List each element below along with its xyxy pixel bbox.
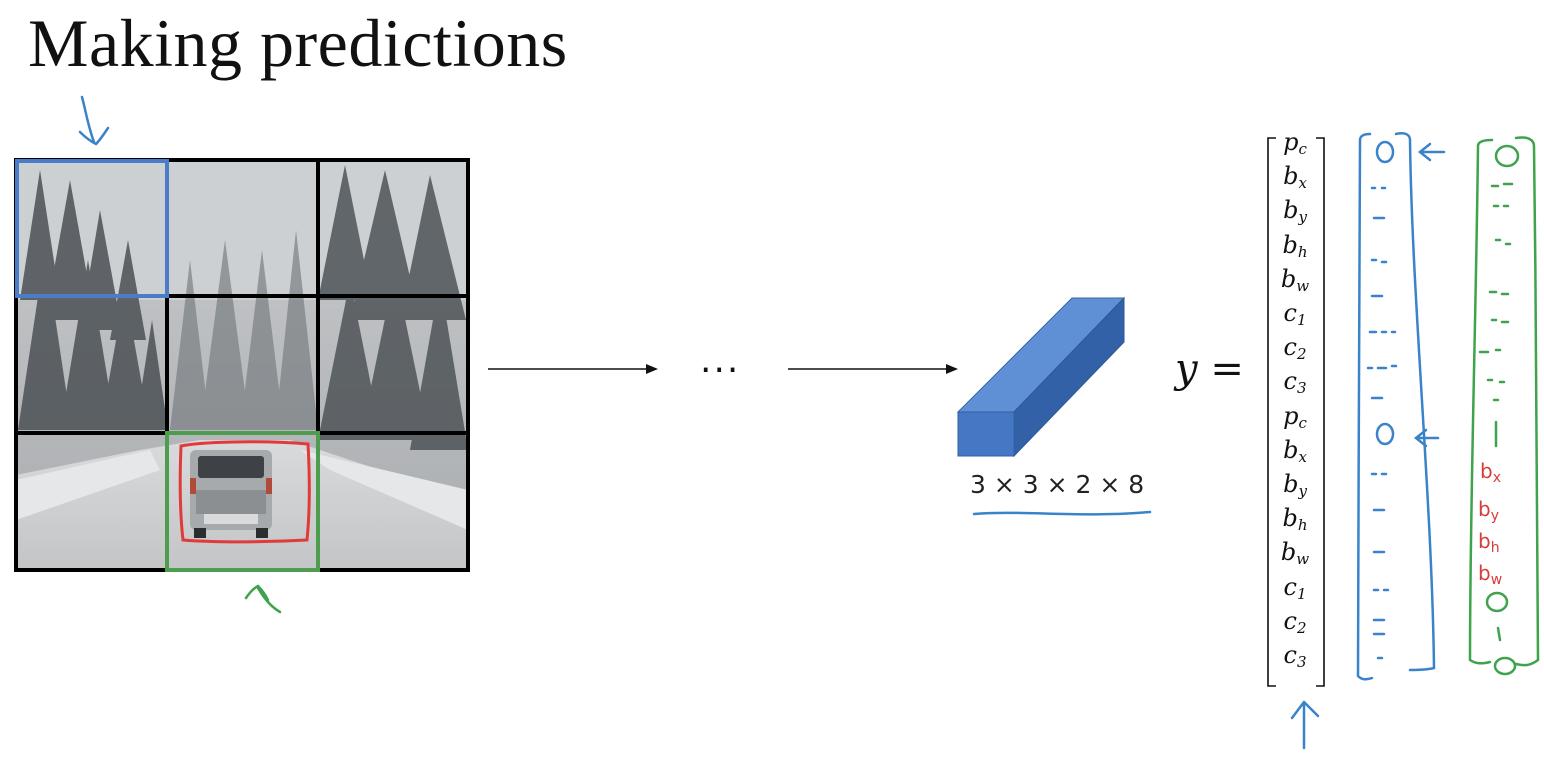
vector-lhs-text: y = (1175, 346, 1244, 392)
vector-component-base: b (1283, 162, 1299, 191)
car (190, 450, 272, 538)
vector-component-sub: y (1298, 482, 1307, 500)
vector-component-base: b (1280, 264, 1297, 293)
input-image (14, 158, 470, 572)
vector-component: c1 (1280, 575, 1310, 606)
vector-component-sub: 1 (1296, 584, 1307, 603)
output-volume-label: 3 × 3 × 2 × 8 (970, 470, 1145, 499)
vector-component: c2 (1280, 335, 1310, 366)
vector-component: bh (1280, 506, 1310, 537)
slide-title: Making predictions (28, 5, 568, 81)
vector-component: bh (1280, 233, 1310, 264)
vector-component-base: p (1283, 401, 1299, 430)
forest-middle (170, 230, 318, 430)
vector-component: c1 (1280, 301, 1310, 332)
output-volume (956, 296, 1126, 458)
vector-component: by (1280, 472, 1310, 503)
vector-component-sub: 1 (1296, 311, 1307, 329)
vector-component-base: p (1283, 128, 1299, 156)
highlight-cell-top-left (15, 159, 169, 298)
vector-component: by (1280, 198, 1310, 229)
forest-left (18, 170, 168, 430)
vector-component-base: b (1283, 470, 1299, 498)
vector-component-base: c (1283, 641, 1297, 669)
vector-component-base: b (1280, 538, 1297, 567)
vector-lhs: y = (1175, 346, 1244, 392)
blue-cell-vector (1356, 132, 1446, 681)
vector-component-sub: x (1298, 447, 1307, 466)
vector-component: pc (1280, 130, 1310, 161)
vector-component-sub: w (1296, 550, 1310, 569)
vector-component-base: c (1283, 606, 1297, 635)
vector-component-sub: 3 (1296, 379, 1307, 398)
green-cell-vector (1468, 136, 1540, 676)
ellipsis: ... (700, 340, 741, 381)
vector-component-sub: 2 (1296, 618, 1307, 637)
green-vector-box-coords: bx by bh bw (1478, 459, 1502, 588)
vector-component: bw (1280, 267, 1310, 298)
vector-component-sub: x (1298, 174, 1307, 193)
vector-component-sub: y (1298, 208, 1307, 227)
vector-component-base: b (1282, 504, 1298, 533)
vector-component-sub: h (1297, 242, 1308, 261)
bx-annotation: bx (1480, 459, 1501, 486)
vector-component-sub: 3 (1296, 653, 1307, 671)
output-vector-brackets (1267, 137, 1325, 687)
vector-component-sub: c (1298, 140, 1307, 158)
vector-component-base: c (1283, 367, 1297, 396)
vector-component: c2 (1280, 609, 1310, 640)
vector-component-base: b (1283, 435, 1299, 464)
vector-component-base: b (1283, 196, 1299, 225)
vector-component: c3 (1280, 369, 1310, 400)
dim-underline (972, 510, 1152, 516)
vector-component: bw (1280, 540, 1310, 571)
vector-component-sub: 2 (1296, 345, 1307, 364)
vector-component-base: b (1282, 230, 1298, 259)
vector-component-sub: h (1297, 516, 1308, 535)
vector-component: bx (1280, 438, 1310, 469)
bw-annotation: bw (1478, 561, 1502, 588)
bh-annotation: bh (1478, 529, 1500, 556)
vector-component-sub: w (1296, 276, 1310, 295)
blue-cell-arrow-icon (78, 95, 110, 146)
vector-component: pc (1280, 404, 1310, 435)
car-bounding-box (178, 440, 311, 544)
vector-component: c3 (1280, 643, 1310, 674)
by-annotation: by (1478, 497, 1499, 524)
vector-component-sub: c (1298, 413, 1307, 432)
vector-component-base: c (1283, 572, 1297, 601)
vector-component-base: c (1283, 333, 1297, 362)
highlight-cell-bottom-middle (165, 431, 320, 572)
forest-right (318, 165, 468, 450)
vector-component: bx (1280, 164, 1310, 195)
vector-component-base: c (1283, 299, 1297, 327)
green-cell-arrow-icon (244, 584, 282, 614)
vector-up-arrow-icon (1290, 700, 1320, 750)
